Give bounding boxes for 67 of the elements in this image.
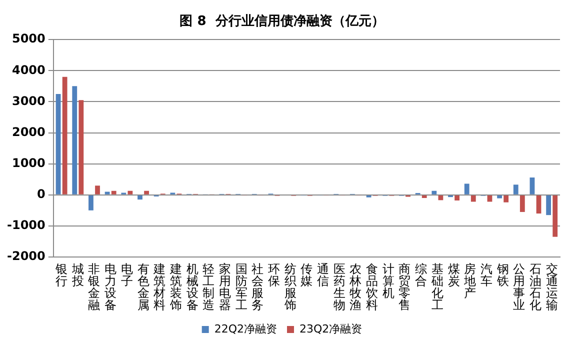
x-tick-label: 纺织服饰 (283, 262, 296, 312)
bar (422, 195, 427, 198)
x-tick-label: 社会服务 (252, 262, 264, 312)
x-tick-label: 建筑装饰 (168, 262, 182, 312)
bar (95, 186, 100, 194)
x-tick-label: 石油石化 (529, 262, 542, 312)
bar (111, 190, 116, 194)
x-tick-label: 电力设备 (104, 262, 117, 312)
bar (497, 195, 502, 198)
x-tick-label: 有色金属 (137, 262, 150, 312)
bar (144, 190, 149, 194)
x-tick-label: 银行 (54, 262, 68, 288)
y-tick-label: -2000 (6, 249, 46, 264)
x-tick-label: 传媒 (300, 262, 313, 288)
legend-label: 23Q2净融资 (300, 322, 362, 336)
y-tick-label: 4000 (12, 62, 46, 77)
bar (513, 184, 518, 194)
y-tick-label: 0 (37, 187, 46, 202)
y-tick-label: 5000 (12, 32, 46, 46)
bar (504, 195, 509, 202)
x-tick-label: 商贸零售 (398, 262, 411, 312)
bar (104, 192, 110, 194)
x-tick-label: 国防军工 (235, 262, 248, 312)
bar (546, 195, 552, 216)
bar (138, 195, 142, 200)
y-tick-label: 2000 (12, 124, 46, 139)
bar (432, 190, 437, 194)
x-tick-label: 交通运输 (546, 262, 558, 312)
bar (62, 76, 68, 194)
bar (128, 190, 133, 194)
bar (88, 195, 94, 210)
bar (536, 195, 542, 214)
x-tick-label: 煤炭 (448, 262, 460, 288)
y-tick-label: 3000 (12, 94, 46, 108)
bar (438, 195, 444, 200)
bar (56, 94, 61, 194)
legend-label: 22Q2净融资 (214, 322, 277, 336)
chart-title: 图 8 分行业信用债净融资（亿元） (180, 14, 384, 30)
x-tick-label: 计算机 (382, 262, 394, 300)
x-tick-label: 医药生物 (333, 262, 346, 312)
x-tick-label: 基础化工 (430, 262, 444, 312)
x-tick-label: 环保 (268, 262, 280, 288)
x-tick-label: 钢铁 (496, 262, 509, 288)
bar (470, 195, 476, 202)
x-tick-label: 建筑材料 (152, 262, 166, 312)
x-tick-label: 电子 (120, 262, 133, 288)
x-tick-label: 通信 (317, 262, 330, 288)
bar (454, 195, 460, 200)
bar (520, 195, 525, 212)
x-tick-label: 食品饮料 (365, 262, 378, 312)
y-tick-label: -1000 (6, 218, 46, 232)
bar (552, 195, 558, 237)
x-tick-label: 轻工制造 (202, 262, 215, 312)
y-tick-label: 1000 (12, 156, 46, 170)
x-tick-label: 公用事业 (513, 262, 526, 312)
bar (72, 86, 78, 194)
bar (78, 100, 84, 194)
x-tick-label: 综合 (415, 262, 428, 288)
x-tick-label: 汽车 (480, 262, 492, 288)
x-tick-label: 家用电器 (218, 262, 231, 312)
bar (530, 177, 535, 194)
x-tick-label: 非银金融 (87, 262, 100, 312)
x-tick-label: 农林牧渔 (348, 262, 362, 312)
x-tick-label: 机械设备 (186, 262, 198, 312)
x-tick-label: 城投 (70, 262, 84, 288)
x-tick-label: 房地产 (463, 262, 476, 300)
bar (464, 184, 470, 194)
